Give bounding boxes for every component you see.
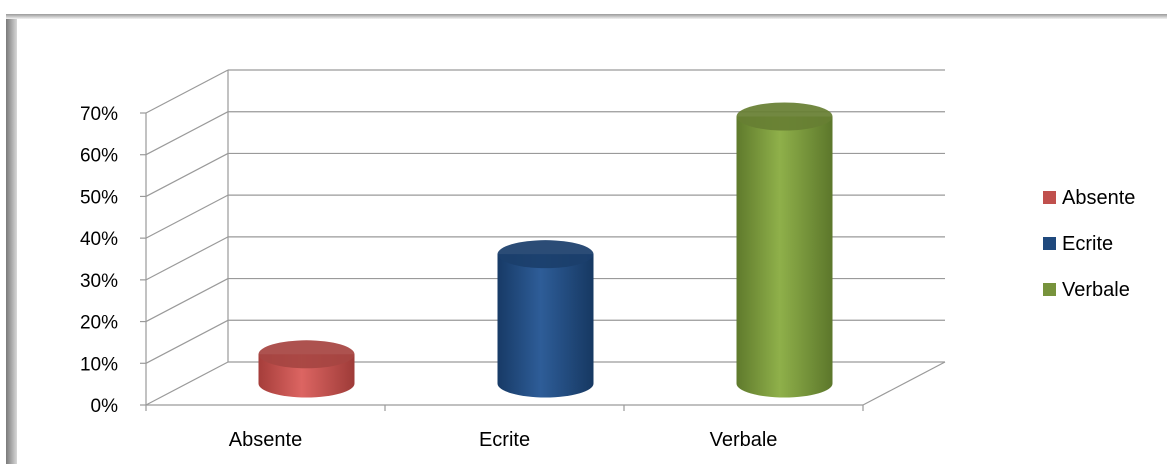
frame-shadow-left — [6, 17, 17, 464]
bar-body — [498, 254, 594, 397]
side-gridline — [146, 320, 228, 363]
y-tick-label: 10% — [80, 354, 118, 375]
y-tick-label: 70% — [80, 104, 118, 125]
x-axis-tick-labels: Absente Ecrite Verbale — [229, 429, 778, 451]
bar-top-shade — [498, 240, 594, 268]
legend-swatch — [1043, 237, 1056, 250]
y-tick-label: 40% — [80, 229, 118, 250]
side-gridline — [146, 195, 228, 238]
legend-swatch — [1043, 191, 1056, 204]
side-gridline — [146, 112, 228, 155]
y-tick-label: 50% — [80, 187, 118, 208]
legend-label: Absente — [1062, 187, 1135, 209]
legend-label: Ecrite — [1062, 233, 1113, 255]
bar-body — [737, 117, 833, 398]
bar-ecrite — [498, 240, 594, 397]
y-tick-label: 0% — [91, 396, 119, 417]
bar-absente — [259, 340, 355, 397]
side-gridline — [146, 362, 228, 405]
legend: Absente Ecrite Verbale — [1043, 187, 1135, 301]
floor-right-edge — [863, 362, 945, 405]
side-gridline — [146, 153, 228, 196]
frame-shadow-top — [6, 14, 1167, 19]
y-tick-label: 30% — [80, 271, 118, 292]
legend-label: Verbale — [1062, 279, 1130, 301]
x-tick-label: Absente — [229, 429, 302, 451]
y-axis-tick-labels: 0% 10% 20% 30% 40% 50% 60% 70% — [80, 104, 118, 417]
bar-top-shade — [737, 103, 833, 131]
y-tick-label: 60% — [80, 146, 118, 167]
bar-top-shade — [259, 340, 355, 368]
side-gridline — [146, 237, 228, 280]
bars — [259, 103, 833, 398]
legend-swatch — [1043, 283, 1056, 296]
x-tick-label: Ecrite — [479, 429, 530, 451]
y-tick-label: 20% — [80, 313, 118, 334]
bar-verbale — [737, 103, 833, 398]
side-gridline — [146, 279, 228, 322]
side-gridline — [146, 70, 228, 113]
x-tick-label: Verbale — [710, 429, 778, 451]
